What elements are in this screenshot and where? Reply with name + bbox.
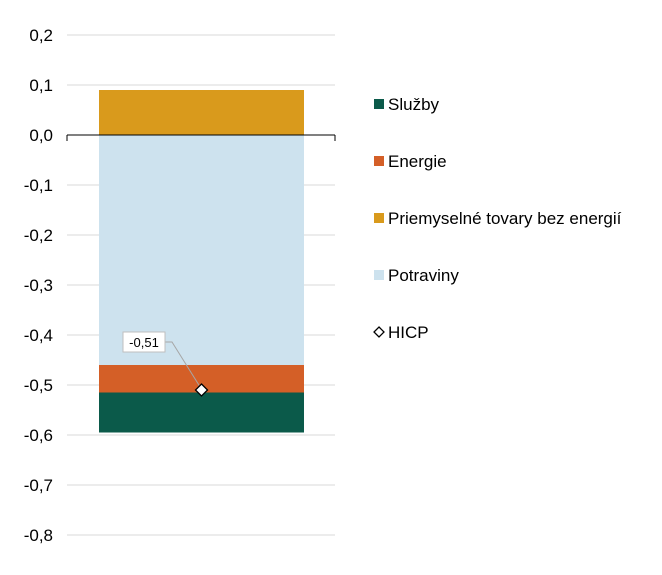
y-tick-label: -0,3 [24, 276, 53, 295]
hicp-callout: -0,51 [122, 331, 209, 397]
legend-label: Potraviny [388, 266, 459, 285]
y-tick-label: -0,4 [24, 326, 53, 345]
legend-item: Priemyselné tovary bez energií [374, 209, 622, 228]
y-tick-label: -0,6 [24, 426, 53, 445]
y-tick-label: -0,1 [24, 176, 53, 195]
y-tick-label: -0,5 [24, 376, 53, 395]
y-tick-label: 0,2 [29, 26, 53, 45]
callout-leader [165, 341, 200, 387]
legend-item: HICP [373, 323, 429, 342]
callout-box [122, 331, 166, 353]
y-tick-label: 0,1 [29, 76, 53, 95]
legend-item: Potraviny [374, 266, 459, 285]
legend-item: Energie [374, 152, 447, 171]
hicp-marker [194, 383, 209, 397]
legend-label: Služby [388, 95, 440, 114]
legend-swatch [374, 213, 384, 223]
legend-swatch [373, 326, 385, 338]
legend: Služby Energie Priemyselné tovary bez ener… [373, 95, 622, 342]
y-tick-label: -0,8 [24, 526, 53, 545]
y-tick-label: -0,7 [24, 476, 53, 495]
bar-stack [99, 90, 304, 433]
bar-segment [99, 392, 304, 433]
legend-label: HICP [388, 323, 429, 342]
bar-segment [99, 90, 304, 135]
hicp-value-label: -0,51 [129, 335, 159, 350]
legend-swatch [374, 99, 384, 109]
y-tick-label: 0,0 [29, 126, 53, 145]
y-tick-label: -0,2 [24, 226, 53, 245]
legend-label: Energie [388, 152, 447, 171]
y-axis: 0,2 0,1 0,0 -0,1 -0,2 -0,3 -0,4 -0,5 -0,6 -0,7 -0,… [24, 26, 336, 545]
legend-swatch [374, 270, 384, 280]
legend-swatch [374, 156, 384, 166]
legend-label: Priemyselné tovary bez energií [388, 209, 622, 228]
legend-item: Služby [374, 95, 440, 114]
bar-segment [99, 135, 304, 365]
